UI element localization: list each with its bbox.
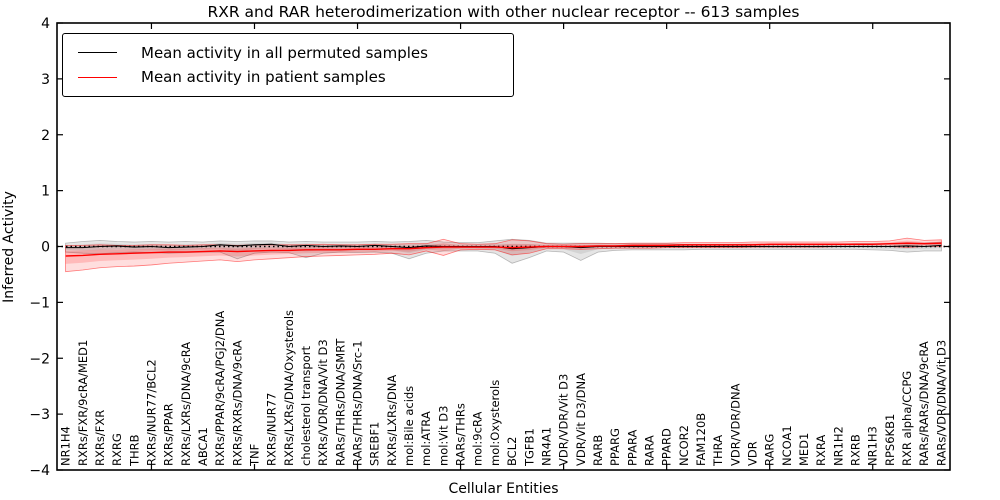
y-tick-label: −1: [29, 295, 50, 311]
x-category-label: RARG: [763, 434, 777, 466]
x-category-label: TNF: [247, 444, 261, 467]
y-tick-label: −2: [29, 351, 50, 367]
x-category-label: RPS6KB1: [883, 414, 897, 466]
x-category-label: RXRB: [849, 434, 863, 466]
legend-line-patient-swatch: [78, 76, 117, 78]
x-category-label: mol:Oxysterols: [488, 380, 502, 466]
x-category-label: NR1H3: [866, 426, 880, 466]
x-category-label: cholesterol transport: [299, 346, 313, 466]
x-category-label: RXRs/PPAR/9cRA/PGJ2/DNA: [213, 311, 227, 466]
legend-item-patient: Mean activity in patient samples: [63, 68, 513, 86]
x-category-label: RXRs/NUR77/BCL2: [144, 359, 158, 466]
x-category-label: RXRs/LXRs/DNA/Oxysterols: [282, 310, 296, 466]
x-category-label: VDR/VDR/Vit D3: [557, 374, 571, 466]
x-category-label: NCOA1: [780, 425, 794, 466]
x-category-label: RXR alpha/CCPG: [900, 371, 914, 466]
x-category-label: RARs/RARs/DNA/9cRA: [917, 341, 931, 466]
x-category-label: RXRs/LXRs/DNA: [385, 375, 399, 466]
x-category-label: RARs/VDR/DNA/Vit D3: [934, 340, 948, 466]
x-category-label: NR1H2: [831, 426, 845, 466]
x-category-label: mol:9cRA: [471, 412, 485, 466]
x-category-label: VDR/Vit D3/DNA: [574, 373, 588, 466]
legend-item-permuted: Mean activity in all permuted samples: [63, 44, 513, 62]
x-category-label: RARs/THRs/DNA/Src-1: [351, 340, 365, 466]
y-tick-label: −4: [29, 463, 50, 479]
x-category-label: RXRs/FXR/9cRA/MED1: [76, 340, 90, 466]
legend-label-patient: Mean activity in patient samples: [141, 68, 386, 87]
x-category-label: RARs/THRs/DNA/SMRT: [333, 338, 347, 466]
x-category-label: VDR: [746, 441, 760, 466]
x-category-label: RARA: [642, 435, 656, 466]
x-category-label: RXRG: [110, 433, 124, 466]
x-category-label: mol:Vit D3: [436, 406, 450, 466]
legend: Mean activity in all permuted samples Me…: [62, 33, 514, 97]
x-category-label: RXRs/FXR: [93, 410, 107, 466]
x-category-label: NR1H4: [59, 426, 73, 466]
x-category-label: RARs/THRs: [454, 403, 468, 466]
legend-label-permuted: Mean activity in all permuted samples: [141, 43, 428, 62]
x-category-label: RXRs/VDR/DNA/Vit D3: [316, 339, 330, 466]
x-category-label: THRB: [127, 434, 141, 467]
x-category-label: PPARD: [660, 428, 674, 466]
x-category-label: PPARG: [608, 428, 622, 466]
x-category-label: PPARA: [625, 429, 639, 466]
chart-title: RXR and RAR heterodimerization with othe…: [207, 3, 800, 21]
x-category-label: VDR/VDR/DNA: [728, 383, 742, 466]
x-category-label: RXRs/PPAR: [162, 403, 176, 466]
patient-mean-line: [65, 242, 942, 257]
x-axis-label: Cellular Entities: [448, 481, 559, 497]
x-category-label: mol:Bile acids: [402, 386, 416, 466]
y-tick-label: 0: [41, 240, 50, 256]
x-category-label: SREBF1: [368, 422, 382, 466]
y-tick-label: 2: [41, 128, 50, 144]
x-category-label: FAM120B: [694, 413, 708, 466]
legend-line-permuted-swatch: [78, 52, 117, 54]
x-category-label: RXRs/RXRs/DNA/9cRA: [230, 340, 244, 466]
x-category-label: RXRs/LXRs/DNA/9cRA: [179, 342, 193, 466]
x-category-label: MED1: [797, 433, 811, 466]
x-category-label: NR4A1: [539, 427, 553, 466]
x-category-label: ABCA1: [196, 427, 210, 466]
x-category-label: mol:ATRA: [419, 411, 433, 466]
x-category-label: NCOR2: [677, 425, 691, 466]
x-category-label: RXRA: [814, 435, 828, 466]
x-category-label: RARB: [591, 435, 605, 466]
y-tick-label: 4: [41, 16, 50, 32]
y-tick-label: −3: [29, 407, 50, 423]
x-category-label: THRA: [711, 435, 725, 467]
x-category-label: RXRs/NUR77: [265, 393, 279, 466]
x-category-label: TGFB1: [522, 428, 536, 467]
y-tick-label: 3: [41, 72, 50, 88]
x-category-label: BCL2: [505, 437, 519, 466]
y-tick-label: 1: [41, 184, 50, 200]
patient-band-inner: [65, 240, 942, 264]
